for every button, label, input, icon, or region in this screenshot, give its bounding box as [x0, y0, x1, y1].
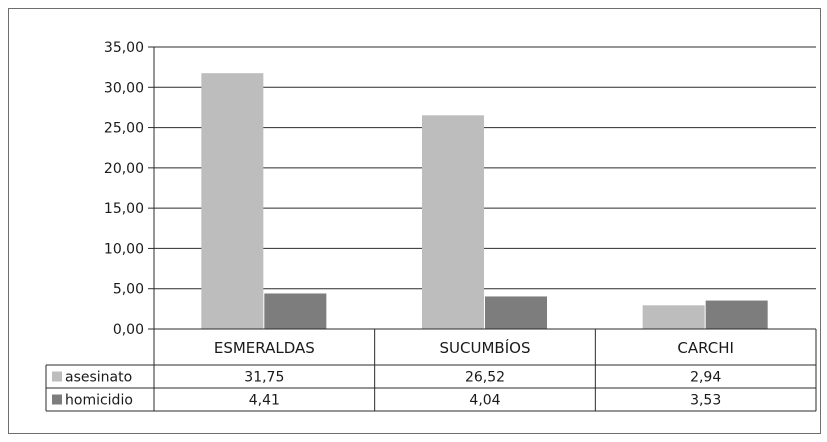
- data-label-asesinato-1: 26,52: [465, 370, 505, 386]
- bar-homicidio-0: [264, 293, 327, 329]
- y-tick-label: 20,00: [104, 161, 144, 177]
- chart-svg: 0,00 5,00 10,00 15,00 20,00 25,00 30,00 35,00 E…: [45, 40, 817, 412]
- y-tick-label: 25,00: [104, 121, 144, 137]
- bar-asesinato-2: [642, 305, 705, 329]
- legend-label-asesinato: asesinato: [65, 370, 132, 386]
- data-label-asesinato-0: 31,75: [244, 370, 284, 386]
- legend-label-homicidio: homicidio: [65, 393, 133, 409]
- y-tick-label: 10,00: [104, 241, 144, 257]
- y-tick-label: 5,00: [113, 282, 144, 298]
- data-label-homicidio-0: 4,41: [249, 393, 280, 409]
- bar-asesinato-1: [422, 115, 484, 329]
- y-tick-label: 30,00: [104, 80, 144, 96]
- bar-homicidio-1: [485, 296, 547, 329]
- legend-swatch-asesinato: [52, 371, 62, 382]
- x-tick-label: SUCUMBÍOS: [440, 338, 531, 357]
- legend-swatch-homicidio: [52, 394, 62, 405]
- bar-asesinato-0: [201, 73, 264, 329]
- data-label-asesinato-2: 2,94: [690, 370, 721, 386]
- chart-frame: 0,00 5,00 10,00 15,00 20,00 25,00 30,00 35,00 E…: [8, 8, 821, 434]
- data-label-homicidio-1: 4,04: [469, 393, 500, 409]
- x-tick-label: ESMERALDAS: [214, 339, 315, 357]
- y-tick-label: 35,00: [104, 40, 144, 56]
- x-tick-label: CARCHI: [677, 339, 734, 357]
- bar-homicidio-2: [705, 300, 768, 329]
- y-tick-label: 15,00: [104, 201, 144, 217]
- data-label-homicidio-2: 3,53: [690, 393, 721, 409]
- y-tick-label: 0,00: [113, 322, 144, 338]
